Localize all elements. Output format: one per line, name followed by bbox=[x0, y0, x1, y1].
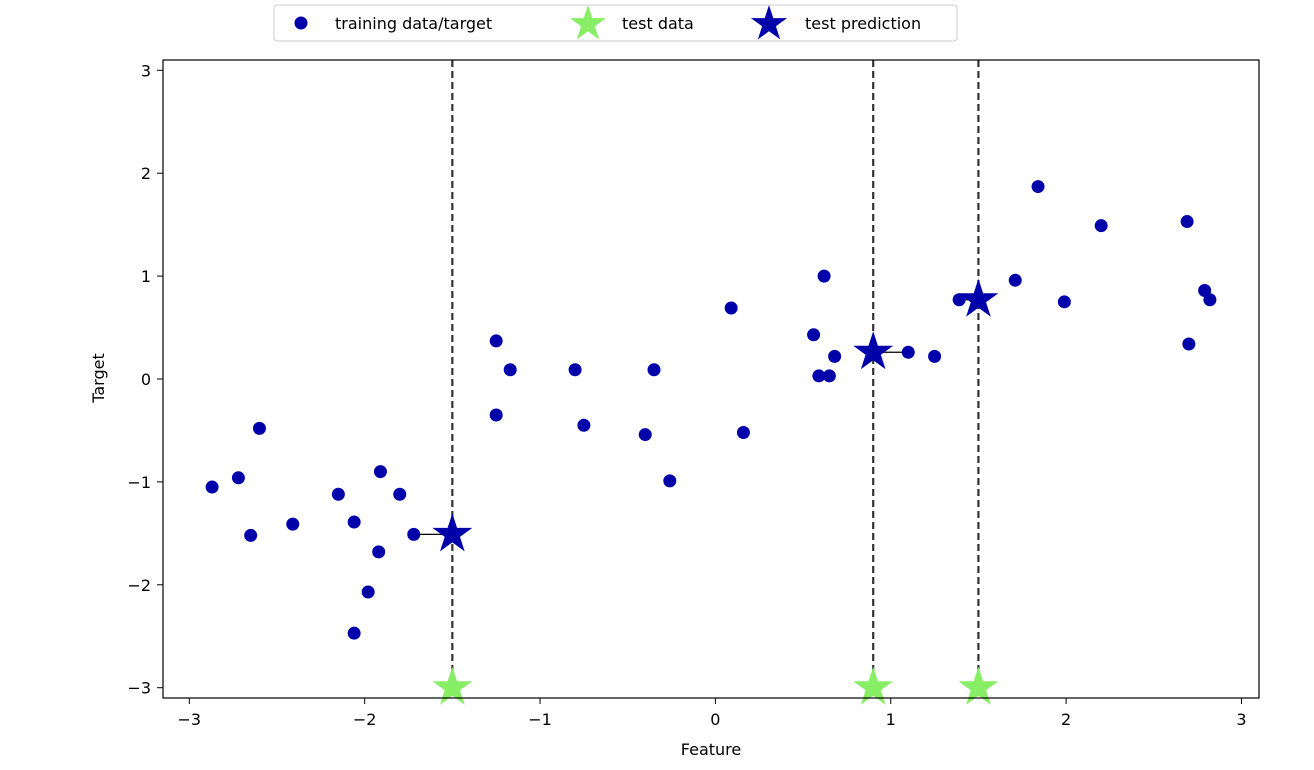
test-data-star bbox=[432, 666, 473, 705]
y-tick-label: −3 bbox=[127, 679, 151, 698]
training-point bbox=[952, 293, 966, 307]
training-point bbox=[489, 408, 503, 422]
training-point bbox=[822, 369, 836, 383]
test-data-star bbox=[958, 666, 999, 705]
training-point bbox=[489, 334, 503, 348]
training-point bbox=[647, 363, 661, 377]
training-point bbox=[393, 487, 407, 501]
training-point bbox=[407, 527, 421, 541]
test-prediction-star bbox=[432, 513, 473, 552]
x-tick-label: 3 bbox=[1236, 710, 1246, 729]
training-point bbox=[347, 515, 361, 529]
axes-layer: −3 −2 −1 0 1 2 3 −3 −2 −1 0 1 2 3 bbox=[127, 59, 1260, 729]
legend-label: test data bbox=[622, 14, 694, 33]
x-tick-label: 1 bbox=[886, 710, 896, 729]
training-point bbox=[1094, 219, 1108, 233]
training-point bbox=[372, 545, 386, 559]
test-prediction-star bbox=[853, 331, 894, 370]
x-axis-label: Feature bbox=[681, 740, 741, 759]
legend-marker-star bbox=[750, 5, 788, 40]
legend: training data/target test data test predic… bbox=[273, 4, 958, 42]
training-point bbox=[724, 301, 738, 315]
training-point bbox=[373, 465, 387, 479]
markers-layer bbox=[205, 180, 1217, 705]
dashed-lines-layer bbox=[451, 60, 980, 698]
training-point bbox=[503, 363, 517, 377]
training-point bbox=[568, 363, 582, 377]
training-point bbox=[638, 428, 652, 442]
plot-frame bbox=[162, 59, 1260, 699]
y-tick-label: −1 bbox=[127, 473, 151, 492]
legend-label: test prediction bbox=[805, 14, 921, 33]
legend-label: training data/target bbox=[335, 14, 492, 33]
y-axis-label: Target bbox=[89, 353, 108, 404]
training-point bbox=[577, 418, 591, 432]
training-point bbox=[817, 269, 831, 283]
training-point bbox=[231, 471, 245, 485]
test-data-star bbox=[853, 666, 894, 705]
training-point bbox=[928, 349, 942, 363]
training-point bbox=[1180, 215, 1194, 229]
training-point bbox=[812, 369, 826, 383]
legend-marker-circle bbox=[294, 16, 308, 30]
x-tick-label: −3 bbox=[178, 710, 202, 729]
y-tick-label: 0 bbox=[141, 370, 151, 389]
training-point bbox=[347, 626, 361, 640]
test-prediction-star bbox=[958, 278, 999, 317]
training-point bbox=[1057, 295, 1071, 309]
y-tick-label: −2 bbox=[127, 576, 151, 595]
y-tick-label: 3 bbox=[141, 61, 151, 80]
training-point bbox=[361, 585, 375, 599]
x-tick-label: −1 bbox=[528, 710, 552, 729]
y-tick-label: 1 bbox=[141, 267, 151, 286]
training-point bbox=[1008, 273, 1022, 287]
training-point bbox=[663, 474, 677, 488]
training-point bbox=[736, 426, 750, 440]
y-tick-label: 2 bbox=[141, 164, 151, 183]
training-point bbox=[286, 517, 300, 531]
training-point bbox=[1203, 293, 1217, 307]
x-tick-label: 2 bbox=[1061, 710, 1071, 729]
training-point bbox=[205, 480, 219, 494]
legend-marker-star bbox=[569, 5, 607, 40]
training-point bbox=[331, 487, 345, 501]
training-point bbox=[1031, 180, 1045, 194]
training-point bbox=[901, 345, 915, 359]
legend-box bbox=[273, 4, 958, 42]
training-point bbox=[244, 528, 258, 542]
training-point bbox=[1182, 337, 1196, 351]
x-tick-label: 0 bbox=[710, 710, 720, 729]
x-tick-label: −2 bbox=[353, 710, 377, 729]
training-point bbox=[252, 421, 266, 435]
training-point bbox=[807, 328, 821, 342]
training-point bbox=[828, 349, 842, 363]
